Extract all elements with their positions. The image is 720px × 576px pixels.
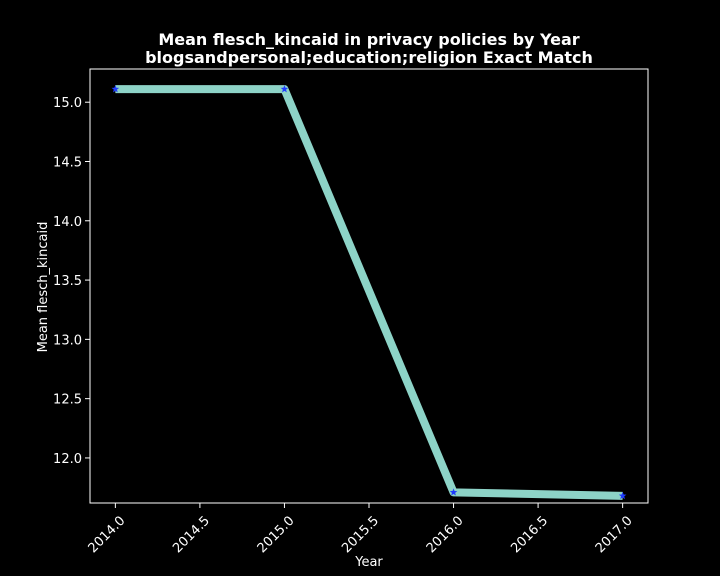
y-axis-label: Mean flesch_kincaid <box>36 222 51 353</box>
series-layer <box>111 85 627 500</box>
data-point-marker <box>280 85 289 93</box>
x-tick-label: 2015.0 <box>255 513 298 556</box>
data-point-marker <box>618 491 627 500</box>
y-tick-label: 13.0 <box>53 333 82 348</box>
chart-subtitle: blogsandpersonal;education;religion Exac… <box>145 48 593 67</box>
data-point-marker <box>449 488 458 496</box>
y-tick-label: 14.5 <box>53 155 82 170</box>
x-axis: 2014.0 2014.5 2015.0 2015.5 2016.0 2016.5 2017… <box>86 503 636 556</box>
x-tick-label: 2016.0 <box>424 513 467 556</box>
x-tick-label: 2015.5 <box>339 513 382 556</box>
x-tick-label: 2014.5 <box>170 513 213 556</box>
y-tick-label: 12.5 <box>53 393 82 408</box>
y-tick-label: 14.0 <box>53 215 82 230</box>
y-tick-label: 15.0 <box>53 96 82 111</box>
x-tick-label: 2014.0 <box>86 513 129 556</box>
chart-title: Mean flesch_kincaid in privacy policies … <box>158 30 579 49</box>
series-line <box>115 85 623 500</box>
y-tick-label: 12.0 <box>53 452 82 467</box>
y-tick-label: 13.5 <box>53 274 82 289</box>
x-tick-label: 2016.5 <box>508 513 551 556</box>
data-point-marker <box>111 85 120 93</box>
x-tick-label: 2017.0 <box>593 513 636 556</box>
x-axis-label: Year <box>354 555 383 570</box>
y-axis: 12.0 12.5 13.0 13.5 14.0 14.5 15.0 <box>53 96 90 467</box>
